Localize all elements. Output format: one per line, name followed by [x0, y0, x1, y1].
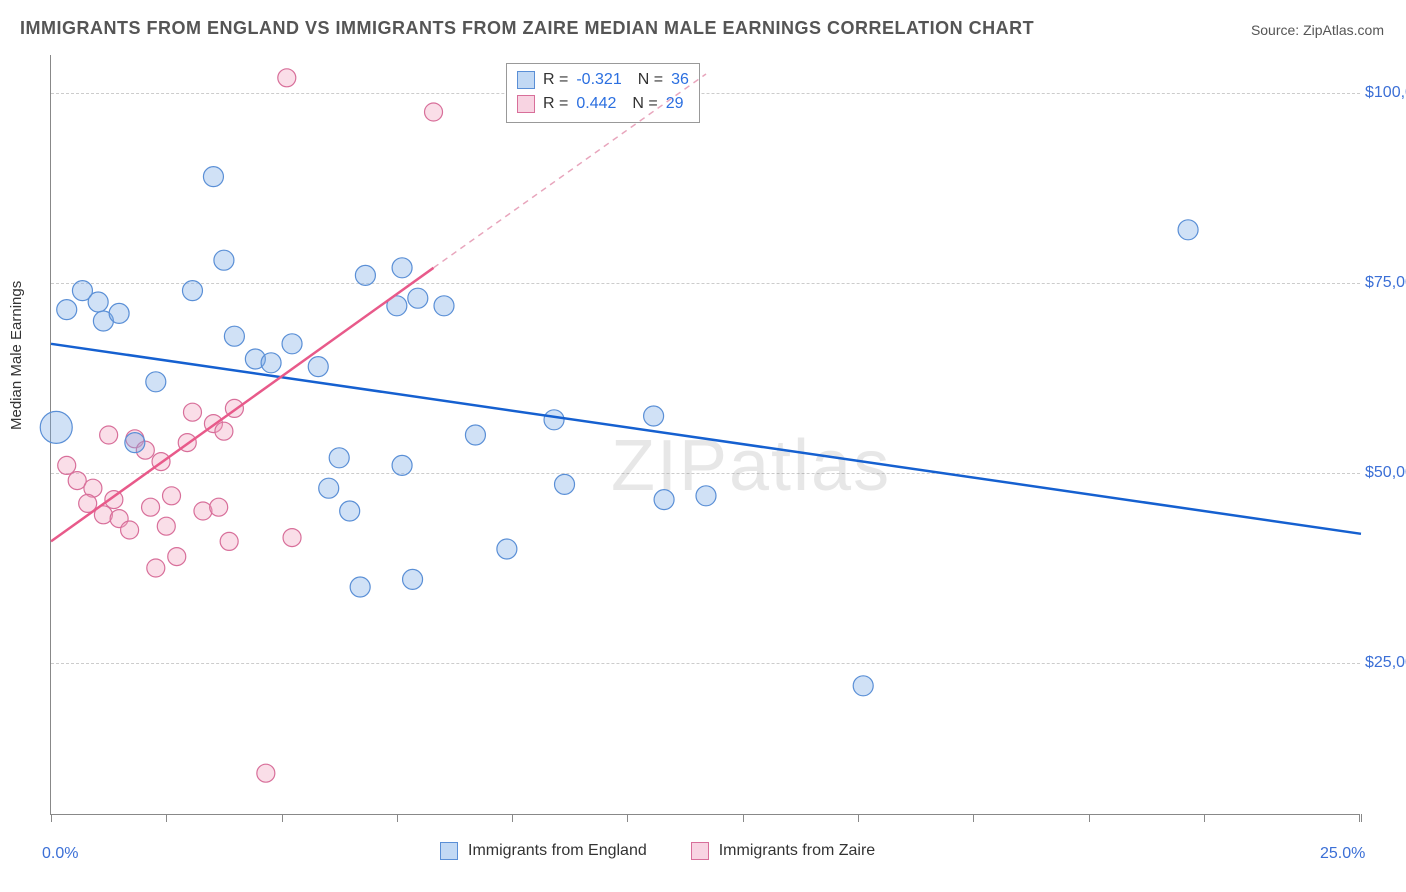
data-point-blue	[350, 577, 370, 597]
data-point-blue	[224, 326, 244, 346]
legend-swatch-blue-icon	[440, 842, 458, 860]
data-point-pink	[142, 498, 160, 516]
data-point-blue	[853, 676, 873, 696]
data-point-blue	[109, 303, 129, 323]
x-tick	[743, 814, 744, 822]
data-point-blue	[696, 486, 716, 506]
data-point-blue	[434, 296, 454, 316]
x-axis-right-label: 25.0%	[1320, 845, 1365, 863]
data-point-blue	[261, 353, 281, 373]
source-name: ZipAtlas.com	[1303, 22, 1384, 38]
data-point-blue	[497, 539, 517, 559]
data-point-blue	[319, 478, 339, 498]
data-point-blue	[465, 425, 485, 445]
legend-swatch-pink-icon	[691, 842, 709, 860]
data-point-blue	[544, 410, 564, 430]
bottom-legend: Immigrants from England Immigrants from …	[440, 842, 875, 860]
source-label: Source: ZipAtlas.com	[1251, 22, 1384, 38]
y-tick-label: $100,000	[1365, 84, 1406, 102]
data-point-pink	[257, 764, 275, 782]
y-axis-label: Median Male Earnings	[8, 281, 25, 430]
data-point-blue	[282, 334, 302, 354]
data-point-blue	[203, 167, 223, 187]
data-point-pink	[58, 456, 76, 474]
y-tick-label: $25,000	[1365, 654, 1406, 672]
trendline-pink-solid	[51, 268, 434, 542]
data-point-blue	[408, 288, 428, 308]
data-point-pink	[168, 548, 186, 566]
data-point-blue	[403, 569, 423, 589]
data-point-blue	[40, 411, 72, 443]
data-point-blue	[340, 501, 360, 521]
legend-label-pink: Immigrants from Zaire	[719, 842, 875, 860]
source-prefix: Source:	[1251, 22, 1299, 38]
data-point-pink	[215, 422, 233, 440]
x-tick	[1089, 814, 1090, 822]
x-tick	[166, 814, 167, 822]
data-point-blue	[329, 448, 349, 468]
data-point-pink	[210, 498, 228, 516]
data-point-pink	[194, 502, 212, 520]
x-tick	[512, 814, 513, 822]
data-point-blue	[146, 372, 166, 392]
data-point-blue	[392, 455, 412, 475]
data-point-blue	[214, 250, 234, 270]
data-point-blue	[125, 433, 145, 453]
data-point-pink	[425, 103, 443, 121]
x-tick	[282, 814, 283, 822]
plot-area: $25,000$50,000$75,000$100,000 ZIPatlas R…	[50, 55, 1360, 815]
data-point-blue	[392, 258, 412, 278]
data-point-pink	[283, 529, 301, 547]
data-point-pink	[220, 532, 238, 550]
x-tick	[973, 814, 974, 822]
data-point-pink	[121, 521, 139, 539]
trendline-pink-dashed	[434, 74, 706, 268]
data-point-blue	[555, 474, 575, 494]
data-point-pink	[183, 403, 201, 421]
legend-label-blue: Immigrants from England	[468, 842, 647, 860]
data-point-blue	[644, 406, 664, 426]
x-tick	[858, 814, 859, 822]
data-point-pink	[147, 559, 165, 577]
x-tick	[1361, 814, 1362, 822]
data-point-blue	[182, 281, 202, 301]
data-point-blue	[654, 490, 674, 510]
x-axis-left-label: 0.0%	[42, 845, 78, 863]
data-point-pink	[100, 426, 118, 444]
chart-svg	[51, 55, 1360, 814]
data-point-pink	[278, 69, 296, 87]
data-point-pink	[163, 487, 181, 505]
x-tick	[397, 814, 398, 822]
data-point-blue	[308, 357, 328, 377]
x-tick	[51, 814, 52, 822]
data-point-blue	[355, 265, 375, 285]
x-tick	[1204, 814, 1205, 822]
y-tick-label: $75,000	[1365, 274, 1406, 292]
x-axis-right-tick	[1359, 814, 1360, 822]
data-point-pink	[157, 517, 175, 535]
data-point-blue	[1178, 220, 1198, 240]
x-tick	[627, 814, 628, 822]
data-point-blue	[88, 292, 108, 312]
y-tick-label: $50,000	[1365, 464, 1406, 482]
data-point-blue	[57, 300, 77, 320]
chart-title: IMMIGRANTS FROM ENGLAND VS IMMIGRANTS FR…	[20, 18, 1034, 39]
